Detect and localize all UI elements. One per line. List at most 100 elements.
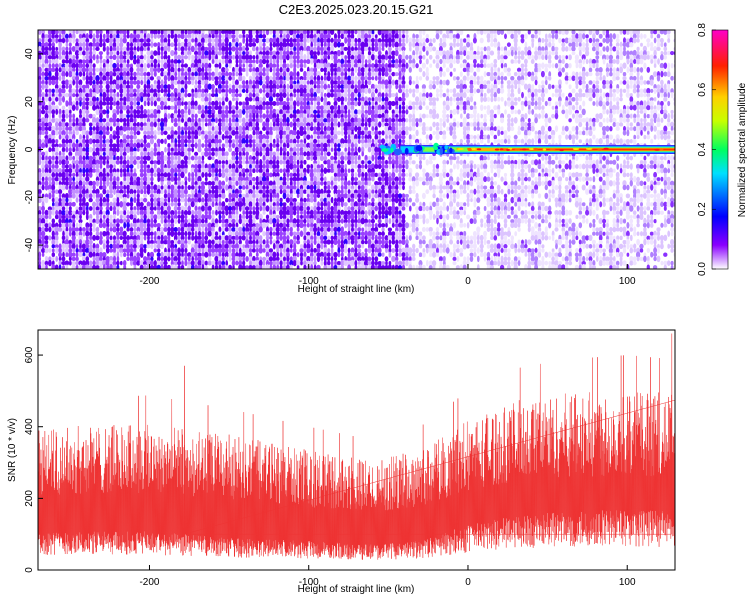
spectrogram-cell — [44, 71, 49, 77]
spectrogram-cell — [89, 45, 93, 53]
spectrogram-cell — [95, 79, 100, 86]
spectrogram-cell — [218, 189, 222, 194]
spectrogram-cell — [133, 46, 137, 52]
spectrogram-cell — [313, 105, 317, 111]
spectrogram-cell — [146, 75, 151, 81]
spectrogram-cell — [68, 197, 72, 203]
spectrogram-cell — [96, 38, 99, 43]
spectrogram-cell — [133, 227, 137, 232]
spectrogram-cell — [354, 46, 358, 51]
spectrogram-cell — [368, 46, 371, 52]
spectrogram-cell — [88, 79, 93, 86]
spectrogram-cell — [64, 168, 70, 173]
spectrogram-cell — [150, 117, 154, 123]
spectrogram-cell — [95, 30, 100, 36]
spectrogram-cell — [252, 92, 256, 98]
spectrogram-cell — [150, 213, 154, 220]
spectrogram-cell — [85, 54, 90, 60]
spectrogram-cell — [306, 231, 311, 236]
spectrogram-cell — [139, 202, 144, 207]
spectrogram-cell — [221, 133, 225, 141]
spectrogram-cell — [116, 171, 120, 179]
spectrogram-cell — [82, 181, 86, 186]
spectrogram-cell — [204, 143, 209, 148]
spectrogram-cell — [327, 260, 331, 266]
spectrogram-cell — [51, 130, 56, 136]
spectrogram-cell — [51, 155, 55, 161]
spectrogram-cell — [204, 122, 208, 127]
spectrogram-cell — [344, 58, 348, 65]
spectrogram-cell — [81, 264, 86, 269]
spectrogram-cell — [259, 46, 263, 52]
spectrogram-cell — [75, 30, 79, 35]
spectrogram-cell — [115, 125, 120, 132]
spectrogram-cell — [65, 146, 69, 153]
spectrogram-cell — [102, 58, 107, 65]
spectrogram-cell — [207, 97, 212, 102]
spectrogram-cell — [160, 88, 164, 94]
spectrogram-cell — [238, 218, 242, 225]
spectrogram-cell — [47, 104, 52, 111]
spectrogram-cell — [99, 71, 103, 77]
spectrogram-cell — [58, 218, 62, 224]
spectrogram-cell — [75, 247, 79, 254]
spectrogram-cell — [123, 252, 127, 257]
spectrogram-cell — [47, 206, 53, 211]
spectrogram-cell — [218, 160, 222, 165]
spectrogram-cell — [51, 184, 56, 191]
spectrogram-cell — [133, 150, 137, 157]
spectrogram-cell — [357, 138, 361, 144]
spectrogram-cell — [170, 252, 174, 257]
spectrogram-cell — [177, 214, 181, 219]
spectrogram-cell — [286, 63, 290, 68]
spectrogram-cell — [282, 192, 287, 200]
spectrogram-cell — [163, 101, 168, 106]
spectrogram-cell — [78, 87, 83, 94]
spectrogram-cell — [72, 155, 76, 161]
spectrogram-cell — [78, 172, 83, 178]
spectrogram-cell — [364, 105, 368, 111]
spectrogram-cell — [65, 66, 69, 73]
spectrogram-cell — [95, 176, 100, 182]
spectrogram-cell — [337, 75, 341, 81]
spectrogram-cell — [82, 63, 86, 69]
spectrogram-cell — [78, 33, 83, 39]
spectrogram-cell — [242, 155, 246, 161]
spectrogram-cell — [139, 234, 144, 241]
spectrogram-cell — [337, 218, 341, 224]
spectrogram-cell — [71, 210, 76, 215]
spectrogram-cell — [156, 138, 161, 145]
spectrogram-cell — [360, 130, 365, 136]
spectrogram-cell — [54, 146, 59, 153]
spectrogram-cell — [38, 180, 42, 186]
spectrogram-cell — [116, 138, 120, 145]
spectrogram-cell — [153, 113, 157, 119]
spectrogram-cell — [55, 58, 59, 65]
spectrogram-cell — [292, 259, 297, 267]
spectrogram-cell — [194, 176, 198, 182]
spectrogram-cell — [126, 209, 130, 216]
spectrogram-cell — [38, 231, 42, 237]
spectrogram-cell — [153, 264, 158, 269]
spectrogram-cell — [88, 100, 93, 107]
spectrogram-cell — [41, 197, 45, 203]
spectrogram-cell — [55, 67, 59, 73]
spectrogram-cell — [116, 54, 120, 60]
spectrogram-cell — [258, 226, 263, 233]
spectrogram-cell — [106, 118, 110, 123]
spectrogram-cell — [139, 231, 144, 236]
spectrogram-cell — [105, 193, 110, 199]
spectrogram-cell — [119, 172, 123, 178]
spectrogram-cell — [344, 142, 348, 149]
spectrogram-cell — [139, 180, 144, 186]
spectrogram-cell — [221, 155, 226, 161]
spectrogram-cell — [92, 192, 96, 199]
spectrogram-cell — [109, 84, 113, 90]
spectrogram-cell — [102, 134, 106, 140]
spectrogram-cell — [75, 159, 80, 165]
spectrogram-cell — [82, 210, 86, 216]
spectrogram-cell — [126, 256, 130, 261]
spectrogram-cell — [75, 58, 80, 65]
spectrogram-cell — [296, 252, 300, 258]
spectrogram-cell — [68, 63, 73, 68]
